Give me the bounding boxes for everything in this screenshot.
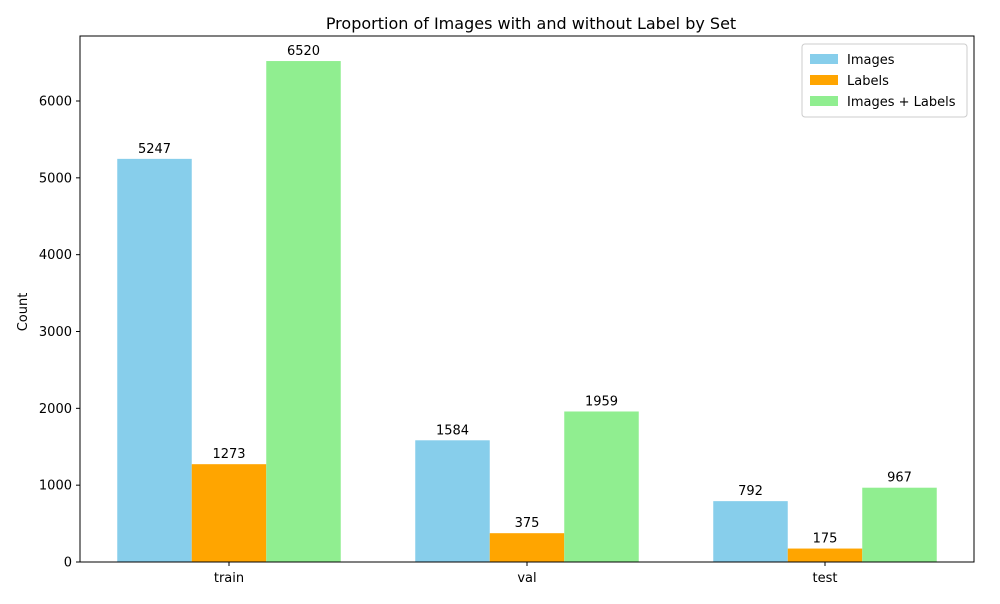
bar-test-labels <box>787 548 863 562</box>
bar-test-images-labels <box>862 487 937 562</box>
legend-swatch <box>810 75 838 85</box>
legend-label: Images + Labels <box>847 95 956 110</box>
x-tick-label: train <box>214 571 244 586</box>
legend-label: Labels <box>847 74 889 89</box>
bar-train-images-labels <box>266 61 341 563</box>
legend-label: Images <box>847 53 895 68</box>
legend-swatch <box>810 96 838 106</box>
x-tick-label: test <box>813 571 838 586</box>
bar-train-images <box>117 158 192 562</box>
legend-frame <box>801 43 968 118</box>
y-tick-label: 5000 <box>39 171 72 186</box>
y-tick-label: 2000 <box>39 402 72 417</box>
x-tick-label: val <box>517 571 536 586</box>
y-tick-label: 0 <box>64 556 72 571</box>
bar-value-label: 5247 <box>138 142 171 157</box>
bars-group <box>117 61 937 563</box>
bar-value-label: 1959 <box>585 394 618 409</box>
y-tick-label: 4000 <box>39 248 72 263</box>
bar-val-images-labels <box>564 411 639 562</box>
bar-value-label: 1273 <box>212 447 245 462</box>
bar-test-images <box>713 501 788 562</box>
plot-frame <box>79 35 975 563</box>
bar-train-labels <box>191 464 267 562</box>
y-tick-label: 3000 <box>39 325 72 340</box>
legend-swatch <box>810 54 838 64</box>
bar-labels-group: 5247 1584 792 1273 375 175 6520 1959 967 <box>138 44 912 547</box>
legend: Images Labels Images + Labels <box>801 43 968 118</box>
bar-value-label: 792 <box>738 484 763 499</box>
bar-value-label: 6520 <box>287 44 320 59</box>
bar-value-label: 967 <box>887 471 912 486</box>
bar-value-label: 1584 <box>436 423 469 438</box>
bar-value-label: 375 <box>515 516 540 531</box>
bar-value-label: 175 <box>813 532 838 547</box>
y-tick-label: 6000 <box>39 95 72 110</box>
bar-val-labels <box>489 533 565 562</box>
y-axis-title: Count <box>16 293 31 332</box>
bar-val-images <box>415 440 490 562</box>
y-tick-label: 1000 <box>39 479 72 494</box>
x-axis: train val test <box>214 562 838 586</box>
y-axis: 0 1000 2000 3000 4000 5000 6000 <box>39 95 80 571</box>
chart-title: Proportion of Images with and without La… <box>326 14 736 33</box>
